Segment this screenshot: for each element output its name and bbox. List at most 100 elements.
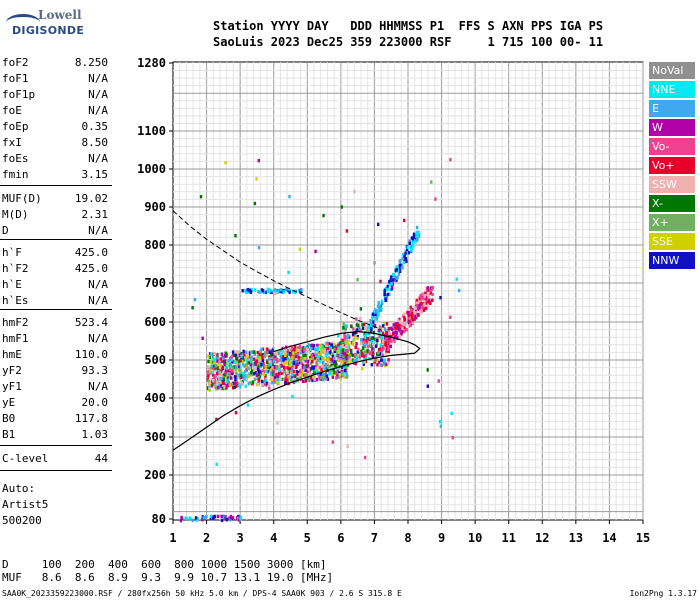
echo-point [269,359,272,364]
echo-point [320,375,323,380]
echo-point [316,343,319,348]
param-value: N/A [88,104,108,117]
echo-point [313,371,316,375]
echo-point [179,519,183,523]
echo-point [208,369,211,373]
echo-point [255,359,258,363]
echo-point [287,287,290,292]
param-name: foF2 [2,56,29,69]
echo-point [374,312,377,317]
echo-point [291,351,295,355]
echo-point [379,303,382,307]
echo-point [362,360,365,364]
echo-point [371,354,374,359]
echo-point [280,371,284,375]
echo-point [283,377,286,381]
echo-point [346,444,349,449]
echo-point [412,314,415,318]
echo-point [391,285,394,289]
echo-point [266,347,269,351]
param-value: 44 [94,452,108,465]
echo-point [381,301,384,305]
echo-point [384,337,388,341]
echo-point [426,384,429,388]
echo-point [270,349,273,354]
echo-point [392,323,395,327]
param-divider [0,309,112,310]
echo-point [425,306,428,311]
echo-point [277,352,281,356]
echo-point [311,346,315,351]
echo-point [413,317,416,321]
echo-point [222,375,226,379]
echo-point [352,327,355,331]
echo-point [376,338,379,343]
param-divider [0,445,112,446]
echo-point [383,290,386,294]
echo-point [210,364,213,369]
echo-point [359,338,363,342]
echo-point [359,307,363,311]
echo-point [300,361,303,365]
echo-point [371,316,374,321]
echo-point [389,344,392,348]
echo-point [414,309,417,313]
echo-point [273,288,277,292]
echo-point [322,372,326,376]
echo-point [326,346,330,351]
param-name: h`E [2,278,22,291]
echo-point [243,377,246,381]
echo-point [364,335,368,339]
echo-point [395,276,399,280]
echo-point [411,240,414,245]
param-name: foF1p [2,88,36,101]
echo-point [407,320,411,325]
echo-point [402,258,406,262]
echo-point [395,278,398,282]
echo-point [286,357,289,361]
echo-point [396,324,399,328]
echo-point [231,350,235,354]
echo-point [377,222,380,227]
echo-point [398,268,401,273]
echo-point [365,341,369,345]
echo-point [273,380,276,384]
x-tick-label: 15 [636,531,650,545]
echo-point [234,353,237,358]
echo-point [399,330,402,334]
echo-point [193,297,197,302]
y-tick-label: 1000 [137,162,166,176]
echo-point [307,350,310,354]
echo-point [372,331,376,335]
echo-point [379,279,382,284]
echo-point [414,306,417,310]
echo-point [291,346,294,350]
echo-point [280,364,283,368]
param-row-b0: B0 117.8 [2,412,108,428]
echo-point [288,361,292,365]
echo-point [251,380,255,384]
x-tick-label: 11 [501,531,515,545]
echo-point [340,374,343,378]
echo-point [367,332,371,336]
echo-point [316,366,319,371]
echo-point [366,332,369,336]
echo-point [221,381,225,385]
echo-point [384,341,387,345]
lowell-logo: Lowell DIGISONDE [6,8,84,42]
echo-point [276,381,279,385]
echo-point [223,362,226,367]
echo-point [385,349,388,353]
echo-point [387,358,390,362]
echo-point [342,322,345,326]
echo-point [328,365,331,369]
echo-point [194,516,198,520]
echo-point [239,369,243,373]
echo-point [215,387,218,391]
echo-point [301,370,305,374]
echo-point [334,360,338,364]
echo-point [326,341,329,346]
logo-text-digisonde: DIGISONDE [12,24,85,37]
param-name: C-level [2,452,49,465]
echo-point [339,356,343,360]
